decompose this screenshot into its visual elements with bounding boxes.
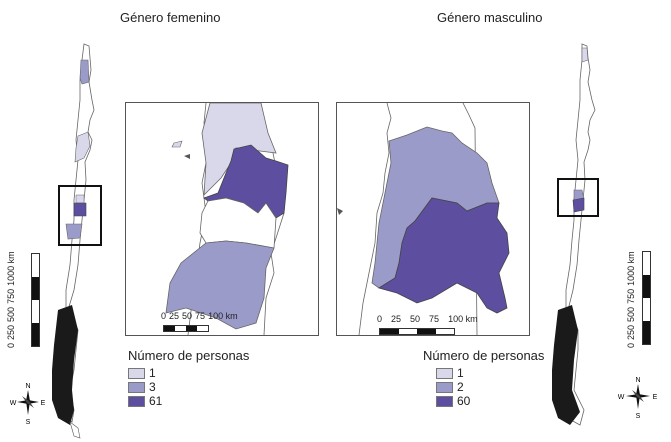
male-national-scale-labels: 0 250 500 750 1000 km <box>626 251 636 348</box>
female-inset-map: 0 25 50 75 100 km <box>125 102 319 336</box>
legend-swatch <box>436 395 453 407</box>
svg-text:N: N <box>635 377 640 384</box>
male-compass-rose-icon: N W E S <box>618 374 658 420</box>
female-national-scale-labels: 0 250 500 750 1000 km <box>6 251 16 348</box>
legend-swatch <box>128 367 145 379</box>
svg-text:E: E <box>41 400 46 407</box>
male-inset-locator-box <box>557 178 599 217</box>
male-inset-map: 0 25 50 75 100 km <box>336 102 530 336</box>
svg-text:S: S <box>636 413 641 420</box>
male-inset-scale-bar <box>379 328 455 335</box>
svg-text:S: S <box>26 419 31 426</box>
legend-swatch <box>128 395 145 407</box>
male-national-map <box>540 40 620 440</box>
svg-text:E: E <box>653 394 658 401</box>
male-legend-title: Número de personas <box>423 348 545 363</box>
female-map-title: Género femenino <box>120 10 221 25</box>
female-inset-scale-bar <box>163 325 209 332</box>
female-national-scale-bar <box>31 253 40 347</box>
legend-swatch <box>128 381 145 393</box>
female-national-map <box>44 40 114 440</box>
male-national-scale-bar <box>642 251 651 345</box>
legend-swatch <box>436 367 453 379</box>
svg-text:N: N <box>25 383 30 390</box>
female-legend: Número de personas 1 3 61 <box>128 348 249 408</box>
female-legend-title: Número de personas <box>128 348 250 363</box>
female-legend-item: 61 <box>128 394 249 408</box>
male-legend-item: 1 <box>436 366 544 380</box>
female-legend-item: 1 <box>128 366 249 380</box>
legend-swatch <box>436 381 453 393</box>
female-legend-item: 3 <box>128 380 249 394</box>
male-legend-item: 2 <box>436 380 544 394</box>
svg-text:W: W <box>618 394 625 401</box>
male-legend: Número de personas 1 2 60 <box>423 348 544 408</box>
male-map-title: Género masculino <box>437 10 543 25</box>
female-inset-locator-box <box>58 185 102 246</box>
female-inset-scale-labels: 0 25 50 75 100 km <box>161 311 238 321</box>
svg-text:W: W <box>10 400 17 407</box>
male-legend-item: 60 <box>436 394 544 408</box>
male-inset-scale-labels: 0 25 50 75 100 km <box>377 314 478 324</box>
female-compass-rose-icon: N W E S <box>10 380 46 426</box>
